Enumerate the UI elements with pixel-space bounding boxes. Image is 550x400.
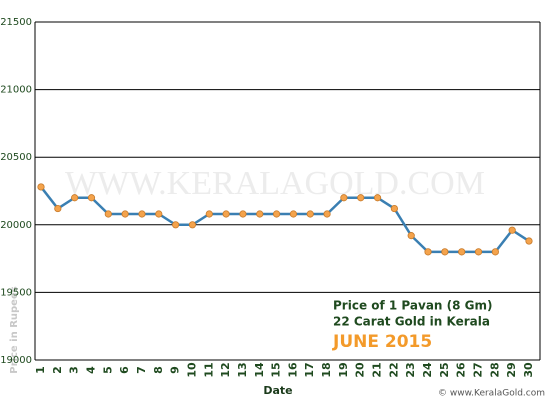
x-tick-label: 22 — [387, 362, 400, 377]
point — [407, 232, 415, 240]
x-tick-label: 19 — [337, 362, 350, 377]
watermark: WWW.KERALAGOLD.COM — [65, 165, 485, 202]
point — [222, 210, 230, 218]
y-tick-label: 19000 — [0, 355, 32, 366]
x-tick-label: 11 — [202, 362, 215, 377]
x-tick-label: 27 — [472, 362, 485, 377]
point — [155, 210, 163, 218]
point — [87, 194, 96, 202]
legend-line: 22 Carat Gold in Kerala — [333, 315, 490, 329]
y-tick-label: 19500 — [0, 287, 32, 298]
x-tick-label: 25 — [438, 362, 451, 377]
point — [323, 210, 331, 218]
x-tick-label: 8 — [152, 366, 165, 374]
x-tick-label: 5 — [101, 366, 114, 374]
x-tick-label: 17 — [303, 362, 316, 377]
legend-month: JUNE 2015 — [332, 332, 432, 352]
x-tick-label: 1 — [34, 366, 47, 374]
point — [121, 210, 129, 218]
y-tick-label: 21500 — [0, 17, 32, 28]
x-tick-label: 7 — [135, 366, 148, 374]
point — [138, 210, 146, 218]
point — [306, 210, 314, 218]
x-tick-label: 14 — [253, 362, 266, 378]
x-axis-title: Date — [263, 384, 292, 397]
x-tick-label: 4 — [84, 366, 97, 374]
x-tick-label: 3 — [68, 366, 81, 374]
point — [54, 204, 62, 213]
point — [357, 194, 365, 202]
point — [373, 194, 382, 202]
point — [424, 248, 432, 256]
point — [390, 204, 398, 213]
x-tick-label: 15 — [270, 362, 283, 377]
point — [172, 221, 180, 229]
x-tick-label: 21 — [371, 362, 384, 377]
x-tick-label: 24 — [421, 362, 434, 378]
legend-line: Price of 1 Pavan (8 Gm) — [333, 299, 493, 313]
point — [205, 210, 213, 218]
point — [256, 210, 264, 218]
x-tick-label: 10 — [185, 362, 198, 378]
point — [525, 237, 533, 245]
y-tick-label: 21000 — [0, 85, 32, 96]
y-axis-title: Price in Rupees — [9, 286, 20, 373]
x-tick-label: 18 — [320, 362, 333, 377]
x-tick-label: 28 — [488, 362, 501, 377]
x-tick-label: 16 — [286, 362, 299, 378]
y-tick-label: 20000 — [0, 220, 32, 231]
point — [458, 248, 466, 256]
point — [508, 226, 516, 234]
x-tick-label: 9 — [169, 366, 182, 374]
point — [289, 210, 298, 218]
x-tick-label: 29 — [505, 362, 518, 377]
point — [340, 194, 348, 202]
x-tick-label: 12 — [219, 362, 232, 377]
point — [441, 248, 449, 256]
x-tick-label: 20 — [354, 362, 367, 378]
credit: © www.KeralaGold.com — [438, 389, 545, 399]
x-tick-label: 23 — [404, 362, 417, 377]
x-tick-label: 30 — [522, 362, 535, 378]
x-tick-label: 2 — [51, 366, 64, 374]
x-tick-label: 6 — [118, 366, 131, 374]
x-tick-label: 13 — [236, 362, 249, 377]
point — [239, 210, 247, 218]
x-tick-label: 26 — [455, 362, 468, 378]
point — [37, 183, 45, 191]
y-tick-label: 20500 — [0, 152, 32, 163]
point — [474, 248, 483, 256]
point — [491, 248, 499, 256]
point — [188, 221, 197, 229]
point — [104, 210, 112, 218]
point — [272, 210, 281, 218]
point — [71, 194, 79, 202]
